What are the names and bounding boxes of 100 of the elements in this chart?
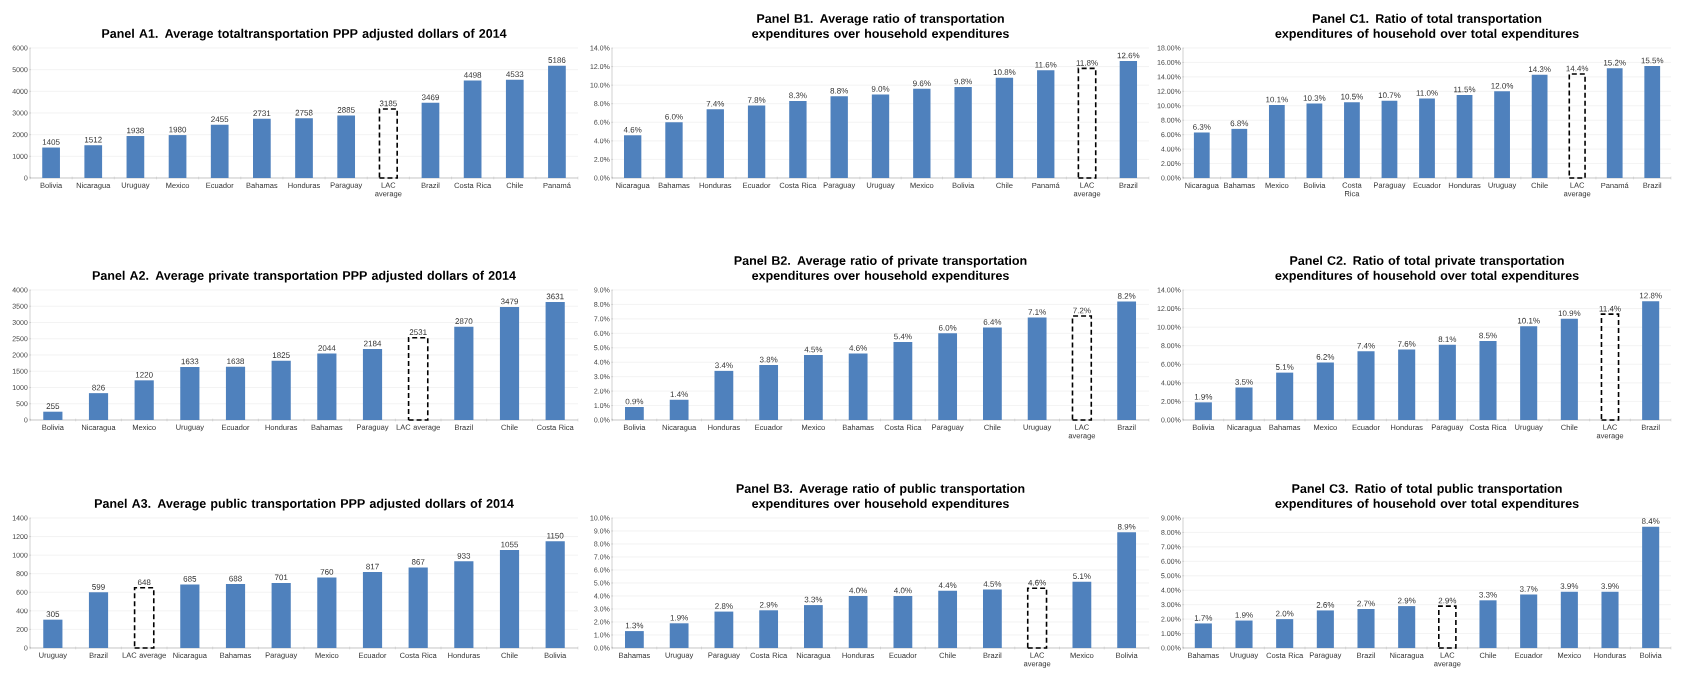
- bar: [378, 108, 398, 179]
- bar: [1644, 66, 1661, 178]
- bar: [1419, 98, 1435, 178]
- data-label: 3631: [546, 293, 564, 300]
- bar: [1568, 73, 1586, 179]
- bar: [1398, 606, 1416, 648]
- data-label: 11.8%: [1076, 60, 1098, 66]
- data-label: 760: [320, 569, 334, 575]
- data-label: 2.6%: [1316, 602, 1335, 608]
- data-label: 8.9%: [1117, 523, 1136, 530]
- data-label: 3.4%: [715, 362, 733, 369]
- data-label: 1980: [169, 126, 187, 133]
- bar: [893, 341, 913, 420]
- data-label: 5.4%: [894, 333, 912, 340]
- data-label: 1220: [135, 371, 153, 378]
- data-label: 305: [46, 611, 60, 617]
- bar: [545, 301, 565, 420]
- bar: [225, 584, 246, 648]
- data-label: 7.8%: [747, 97, 766, 103]
- data-label: 7.4%: [706, 100, 725, 107]
- bar: [1344, 102, 1360, 178]
- data-label: 1405: [42, 139, 60, 145]
- data-label: 0.9%: [625, 398, 644, 405]
- bar: [1235, 620, 1253, 648]
- bar: [295, 118, 313, 178]
- data-label: 2.8%: [715, 603, 733, 609]
- bar: [362, 572, 383, 648]
- bar: [317, 577, 337, 648]
- chart-title: Panel A2. Average private transportation PPP adjusted dollars of 2014: [92, 270, 516, 283]
- data-label: 2870: [455, 318, 473, 325]
- bar: [1071, 315, 1093, 421]
- bar: [1276, 619, 1294, 648]
- bar: [1194, 402, 1212, 420]
- data-label: 10.9%: [1558, 310, 1581, 317]
- bar: [545, 541, 565, 648]
- bar: [499, 306, 520, 420]
- bar: [1456, 94, 1473, 178]
- bar: [669, 399, 689, 420]
- bar: [714, 611, 734, 648]
- bar: [1606, 68, 1623, 178]
- bar: [1479, 341, 1497, 420]
- data-label: 4533: [506, 71, 524, 78]
- data-label: 9.6%: [913, 80, 931, 87]
- data-label: 933: [457, 552, 471, 559]
- data-label: 6.0%: [938, 324, 957, 331]
- data-label: 2.9%: [1438, 597, 1457, 604]
- bar: [42, 147, 60, 178]
- bar: [168, 135, 187, 178]
- data-label: 817: [366, 563, 379, 570]
- bar: [747, 105, 766, 178]
- data-label: 6.3%: [1193, 124, 1211, 130]
- data-label: 1.3%: [625, 622, 644, 629]
- bar: [548, 65, 566, 178]
- bar: [1026, 587, 1048, 649]
- data-label: 7.1%: [1028, 309, 1046, 315]
- bar: [871, 94, 890, 178]
- bar: [1438, 344, 1456, 420]
- bar: [180, 366, 200, 420]
- data-label: 2758: [295, 109, 313, 116]
- data-label: 5.1%: [1275, 364, 1294, 370]
- bar: [499, 550, 520, 648]
- bar: [1268, 105, 1285, 178]
- chart-title: Panel C1. Ratio of total transportation expenditures of household over total expenditures: [1275, 13, 1579, 41]
- data-label: 10.5%: [1341, 93, 1363, 100]
- bar: [1381, 100, 1398, 178]
- data-label: 4.6%: [623, 126, 642, 133]
- data-label: 14.4%: [1566, 65, 1589, 72]
- bar: [454, 561, 474, 648]
- bar: [982, 589, 1002, 648]
- bar: [759, 610, 779, 648]
- data-label: 3.3%: [1479, 591, 1497, 598]
- data-label: 1.9%: [670, 614, 688, 621]
- bar: [1398, 349, 1416, 420]
- data-label: 10.1%: [1517, 317, 1540, 324]
- data-label: 8.8%: [830, 87, 849, 94]
- bar: [1194, 623, 1212, 648]
- data-label: 2.9%: [759, 601, 778, 608]
- bar: [789, 100, 807, 178]
- chart-title: Panel C2. Ratio of total private transportation expenditures of household over total expenditures: [1275, 255, 1579, 283]
- data-label: 3.9%: [1560, 583, 1579, 589]
- data-label: 3185: [379, 100, 397, 107]
- data-label: 599: [92, 584, 105, 590]
- bar: [803, 354, 823, 420]
- data-label: 1633: [181, 358, 199, 365]
- data-label: 8.4%: [1641, 518, 1660, 524]
- bar: [1600, 313, 1620, 421]
- data-label: 8.1%: [1438, 336, 1457, 343]
- data-label: 1638: [227, 358, 245, 365]
- data-label: 6.4%: [983, 319, 1002, 325]
- data-label: 3.3%: [804, 596, 823, 603]
- bar: [1560, 318, 1578, 420]
- data-label: 11.6%: [1035, 61, 1057, 68]
- data-label: 2.0%: [1275, 610, 1294, 617]
- data-label: 10.8%: [993, 69, 1016, 75]
- data-label: 648: [137, 579, 151, 586]
- data-label: 6.8%: [1230, 120, 1249, 127]
- data-label: 2184: [364, 340, 382, 347]
- data-label: 2455: [211, 116, 229, 123]
- bar: [1306, 103, 1323, 178]
- bar: [665, 122, 683, 178]
